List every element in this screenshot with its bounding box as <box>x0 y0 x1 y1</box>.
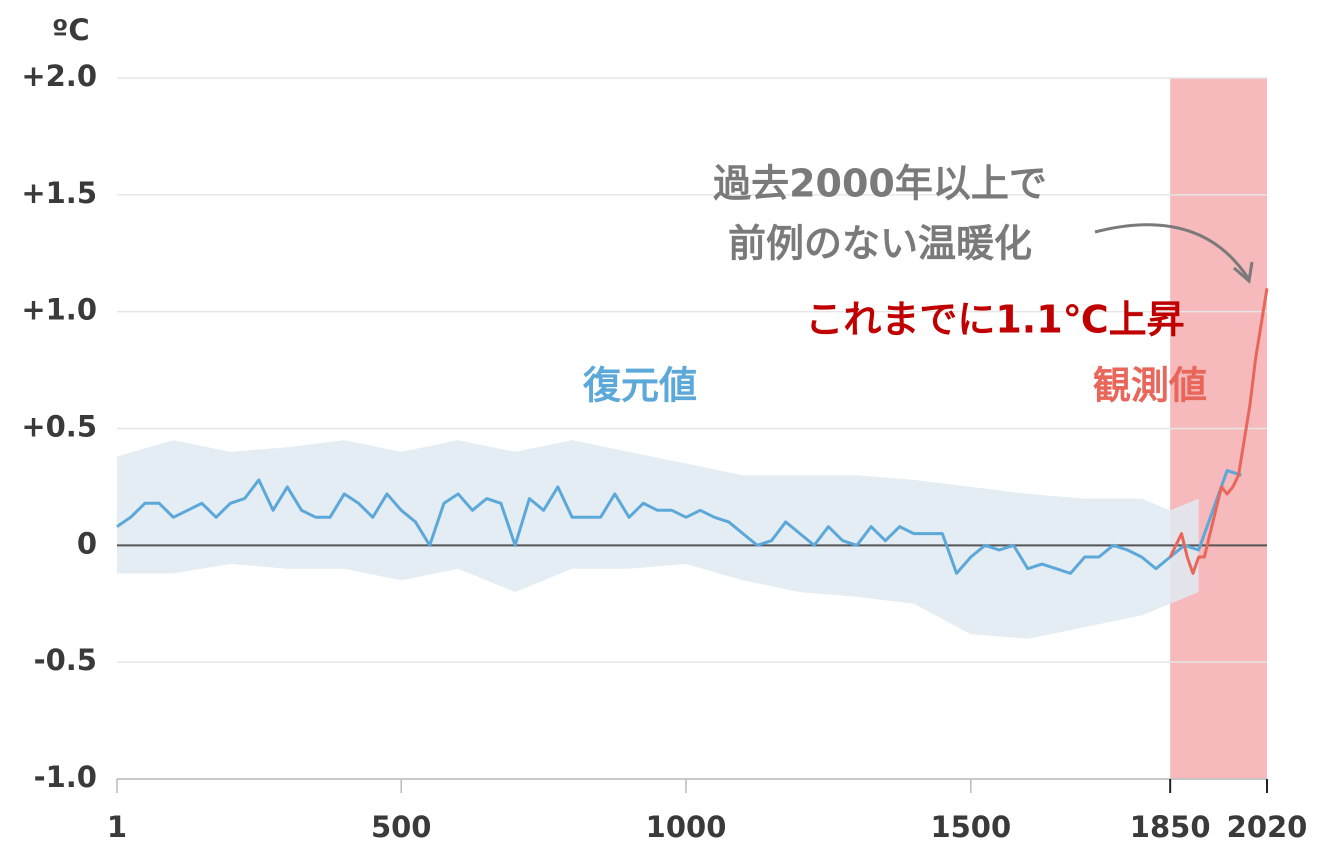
series-label: 復元値 <box>582 364 697 408</box>
y-tick-label: -1.0 <box>34 760 97 794</box>
arrow-head <box>1233 261 1254 284</box>
y-tick-label: -0.5 <box>34 643 97 677</box>
x-tick-label: 1000 <box>646 810 727 844</box>
annotation: 過去2000年以上で <box>713 162 1047 206</box>
unit-label: ºC <box>52 13 90 47</box>
uncertainty-band <box>117 440 1199 639</box>
series-line <box>1168 288 1269 575</box>
series-label: 観測値 <box>1093 364 1207 408</box>
x-tick-label: 1 <box>107 810 127 844</box>
x-tick-label: 1850 <box>1130 810 1211 844</box>
arrow <box>1094 223 1250 279</box>
y-tick-label: +0.5 <box>21 410 97 444</box>
y-tick-label: 0 <box>77 526 97 560</box>
x-tick-label: 500 <box>371 810 432 844</box>
x-tick-label: 1500 <box>930 810 1011 844</box>
background-layer <box>117 77 1267 780</box>
annotation: 前例のない温暖化 <box>728 222 1032 266</box>
x-tick-label: 2020 <box>1227 810 1308 844</box>
y-tick-label: +2.0 <box>21 59 97 93</box>
annotation: これまでに1.1℃上昇 <box>805 298 1184 342</box>
y-tick-label: +1.0 <box>21 293 97 327</box>
series-line <box>116 469 1242 575</box>
y-tick-label: +1.5 <box>21 176 97 210</box>
